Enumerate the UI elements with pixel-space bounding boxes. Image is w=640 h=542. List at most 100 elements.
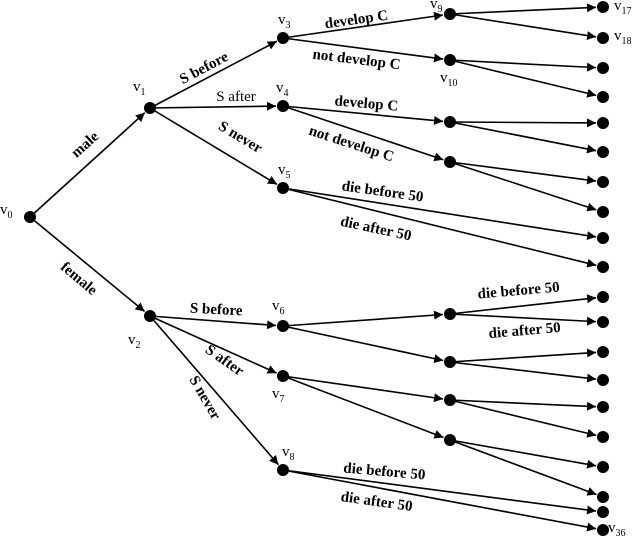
node-dot	[444, 394, 456, 406]
node-dot	[597, 176, 609, 188]
node-dot	[597, 91, 609, 103]
node-label: v18	[614, 28, 632, 47]
node-dot	[597, 491, 609, 503]
node-dot	[597, 1, 609, 13]
edge-arrow	[282, 310, 444, 327]
nodes	[24, 1, 609, 536]
node-label: v2	[128, 332, 141, 351]
edge-arrow	[282, 325, 444, 364]
node-dot	[144, 310, 156, 322]
edge-arrow	[449, 118, 597, 128]
node-label: v36	[608, 520, 626, 539]
edge-arrow	[449, 161, 597, 212]
node-dot	[277, 320, 289, 332]
edge-label: S before	[177, 49, 231, 88]
node-dot	[597, 232, 609, 244]
node-dot	[277, 464, 289, 476]
edge-arrow	[282, 187, 597, 240]
node-dot	[597, 117, 609, 129]
node-dot	[444, 156, 456, 168]
node-dot	[597, 291, 609, 303]
edge-arrow	[449, 294, 597, 315]
edge-arrow	[282, 105, 444, 162]
edge-arrow	[282, 469, 597, 532]
node-label: v0	[0, 202, 13, 221]
node-dot	[597, 431, 609, 443]
edge-arrow	[149, 315, 277, 330]
edge-arrow	[449, 399, 597, 438]
node-dot	[277, 370, 289, 382]
edge-label: S before	[190, 301, 244, 320]
edge-arrow	[449, 59, 597, 72]
node-dot	[277, 182, 289, 194]
edge-arrow	[29, 216, 146, 313]
edge-label: S after	[216, 89, 256, 105]
edge-label: S after	[202, 342, 247, 380]
edge-arrow	[282, 469, 597, 515]
node-dot	[444, 116, 456, 128]
edge-arrow	[282, 37, 444, 63]
node-label: v9	[430, 0, 443, 15]
node-label: v7	[272, 386, 285, 405]
node-dot	[144, 102, 156, 114]
node-dot	[597, 346, 609, 358]
edge-arrow	[149, 107, 278, 186]
node-dot	[444, 54, 456, 66]
node-dot	[597, 506, 609, 518]
edge-arrow	[449, 3, 597, 15]
node-label: v3	[278, 12, 291, 31]
edge-label: die after 50	[488, 320, 561, 342]
edge-arrow	[449, 313, 597, 326]
node-dot	[277, 100, 289, 112]
node-dot	[597, 32, 609, 44]
node-dot	[597, 62, 609, 74]
edge-label: die before 50	[477, 279, 560, 302]
node-dot	[277, 32, 289, 44]
edge-arrow	[282, 375, 444, 403]
edge-arrow	[449, 399, 597, 411]
node-dot	[597, 261, 609, 273]
node-label: v8	[282, 444, 295, 463]
node-dot	[597, 374, 609, 386]
node-label: v6	[272, 298, 285, 317]
node-label: v17	[614, 0, 632, 17]
node-dot	[597, 524, 609, 536]
node-dot	[597, 316, 609, 328]
node-dot	[597, 206, 609, 218]
edge-arrow	[449, 121, 597, 154]
edge-arrow	[282, 105, 444, 125]
node-label: v10	[440, 70, 458, 89]
edge-arrow	[149, 101, 277, 111]
edge-arrow	[449, 13, 597, 40]
edge-arrow	[149, 40, 278, 109]
edge-arrow	[29, 112, 146, 218]
edge-arrow	[149, 315, 280, 466]
edge-label: S never	[186, 373, 224, 423]
edges	[29, 3, 597, 532]
edge-arrow	[449, 59, 597, 98]
node-dot	[597, 146, 609, 158]
edge-label: develop C	[334, 93, 399, 114]
node-dot	[444, 356, 456, 368]
edge-arrow	[449, 161, 597, 185]
edge-label: die before 50	[341, 178, 425, 205]
edge-arrow	[282, 11, 444, 39]
edge-arrow	[149, 315, 277, 374]
edge-arrow	[282, 187, 597, 268]
node-label: v4	[276, 80, 289, 99]
node-dot	[24, 211, 36, 223]
edge-arrow	[282, 375, 444, 439]
edge-arrow	[449, 348, 597, 363]
edge-label: die before 50	[343, 460, 426, 483]
edge-arrow	[449, 361, 597, 383]
node-dot	[444, 308, 456, 320]
edge-arrow	[449, 439, 597, 469]
edge-label: die after 50	[339, 214, 413, 245]
node-dot	[597, 461, 609, 473]
edge-label: not develop C	[312, 47, 402, 74]
node-label: v1	[133, 79, 146, 98]
node-dot	[444, 8, 456, 20]
edge-arrow	[449, 439, 597, 496]
